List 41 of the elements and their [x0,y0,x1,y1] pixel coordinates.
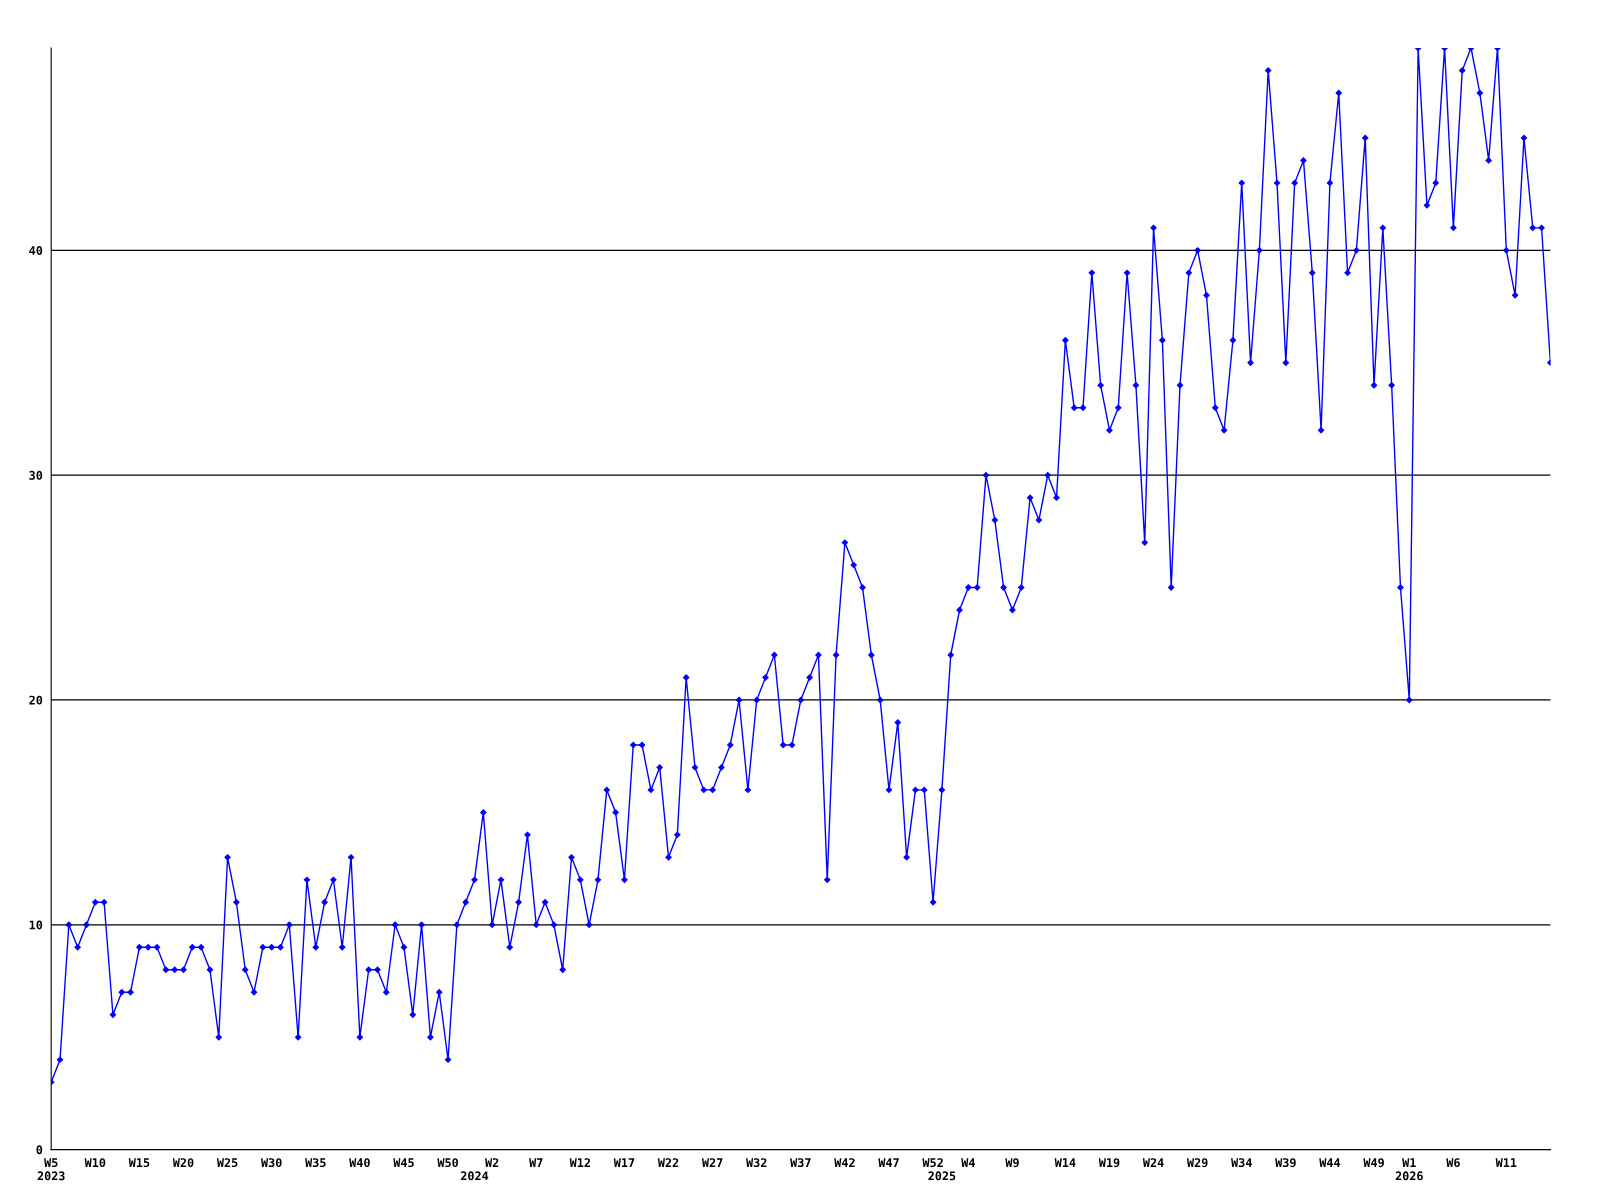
x-tick-label: W10 [84,1158,106,1168]
x-tick-label: W20 [172,1158,194,1168]
y-tick-label: 10 [29,920,43,930]
x-tick-label: W9 [1005,1158,1019,1168]
x-tick-label: W15 [128,1158,150,1168]
y-tick-label: 20 [29,695,43,705]
x-tick-label: W49 [1363,1158,1384,1168]
x-tick-label: W14 [1054,1158,1076,1167]
x-tick-label: W27 [701,1158,723,1167]
x-tick-label: W2 [485,1158,499,1167]
x-tick-label: W50 [437,1158,458,1168]
y-tick-label: 0 [36,1145,43,1155]
x-tick-label: W22 [657,1158,679,1167]
x-tick-label: W12 [569,1158,591,1167]
x-tick-label: W45 [393,1158,414,1168]
x-tick-label: W34 [1231,1158,1252,1168]
x-tick-label: W5 2023 [37,1158,65,1181]
x-tick-label: W17 [613,1158,635,1167]
x-tick-label: W37 [790,1158,811,1168]
x-tick-label: W1 2026 [1395,1158,1423,1181]
y-tick-label: 40 [29,246,43,255]
x-tick-label: W47 [878,1158,899,1167]
x-tick-label: 2024 [460,1171,489,1181]
x-tick-label: W11 [1495,1158,1517,1167]
x-tick-label: W39 [1275,1158,1296,1168]
x-tick-label: W25 [216,1158,238,1168]
x-tick-label: W7 [529,1158,543,1167]
x-tick-label: W19 [1098,1158,1120,1168]
x-tick-label: W24 [1142,1158,1164,1167]
x-tick-label: W30 [261,1158,282,1168]
x-tick-label: W32 [746,1158,767,1168]
x-tick-label: W6 [1446,1158,1460,1168]
x-tick-label: W42 [834,1158,855,1167]
x-tick-label: W29 [1186,1158,1208,1168]
x-tick-label: W44 [1319,1158,1341,1167]
x-tick-label: W52 [922,1158,943,1168]
x-tick-label: W35 [305,1158,326,1168]
x-tick-label: 2025 [928,1171,956,1181]
x-tick-label: W40 [349,1158,370,1168]
x-tick-label: W4 [961,1158,975,1167]
y-tick-label: 30 [29,470,43,480]
